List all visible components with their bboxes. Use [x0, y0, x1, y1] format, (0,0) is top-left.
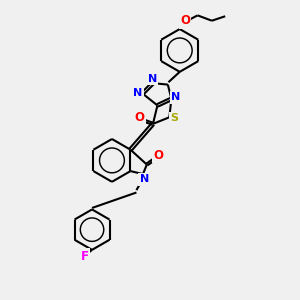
- Text: N: N: [171, 92, 181, 102]
- Text: O: O: [180, 14, 190, 27]
- Text: N: N: [134, 88, 143, 98]
- Text: O: O: [153, 149, 163, 162]
- Text: N: N: [148, 74, 157, 84]
- Text: N: N: [140, 174, 149, 184]
- Text: F: F: [81, 250, 88, 263]
- Text: S: S: [171, 113, 179, 123]
- Text: O: O: [134, 110, 144, 124]
